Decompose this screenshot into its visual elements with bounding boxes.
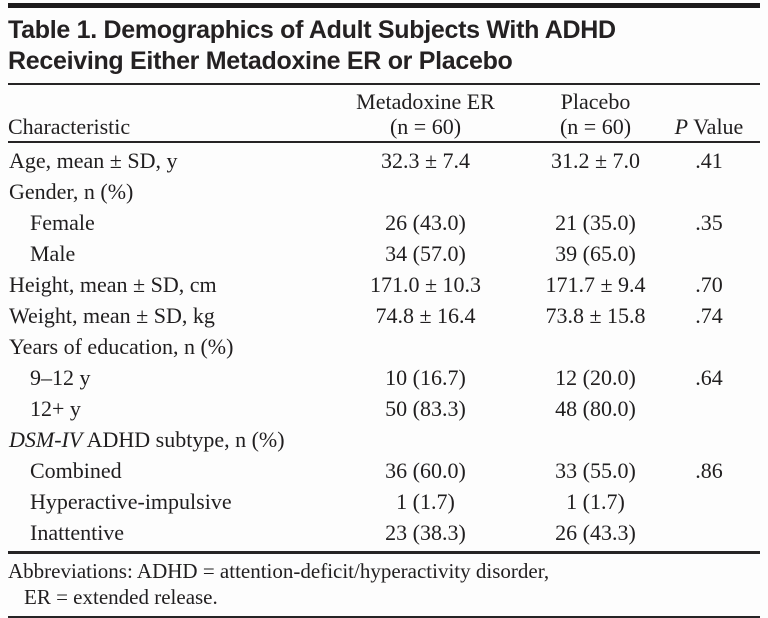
col-header-metadoxine-name: Metadoxine ER <box>356 89 495 114</box>
metadoxine-value <box>318 424 533 455</box>
metadoxine-value: 26 (43.0) <box>385 210 466 235</box>
row-label: Combined <box>30 458 122 483</box>
p-value: .41 <box>695 148 723 173</box>
metadoxine-value: 36 (60.0) <box>385 458 466 483</box>
footnote-line2: ER = extended release. <box>24 585 218 609</box>
p-value: .74 <box>695 303 723 328</box>
table-body: Age, mean ± SD, y 32.3 ± 7.4 31.2 ± 7.0 .41… <box>8 142 760 551</box>
col-header-characteristic-label: Characteristic <box>8 114 131 139</box>
placebo-value <box>533 424 658 455</box>
p-value: .70 <box>695 272 723 297</box>
table-row: Years of education, n (%) <box>8 331 760 362</box>
placebo-value: 21 (35.0) <box>555 210 636 235</box>
row-label: Height, mean ± SD, cm <box>9 272 217 297</box>
rule-above-footnote <box>8 551 760 554</box>
table-row: Hyperactive-impulsive 1 (1.7) 1 (1.7) <box>8 486 760 517</box>
placebo-value <box>533 331 658 362</box>
row-label: 12+ y <box>30 396 81 421</box>
placebo-value: 171.7 ± 9.4 <box>545 272 646 297</box>
row-label: Female <box>30 210 95 235</box>
top-rule <box>8 3 760 8</box>
row-label: Gender, n (%) <box>9 179 134 204</box>
p-value <box>658 331 760 362</box>
p-value: .64 <box>695 365 723 390</box>
placebo-value: 33 (55.0) <box>555 458 636 483</box>
metadoxine-value: 74.8 ± 16.4 <box>375 303 476 328</box>
row-label: Male <box>30 241 76 266</box>
metadoxine-value: 50 (83.3) <box>385 396 466 421</box>
col-header-p-value: P Value <box>658 85 760 143</box>
col-header-placebo: Placebo (n = 60) <box>533 85 658 143</box>
p-value <box>658 517 760 551</box>
row-label: DSM-IV ADHD subtype, n (%) <box>9 427 285 452</box>
metadoxine-value: 1 (1.7) <box>396 489 455 514</box>
placebo-value: 39 (65.0) <box>555 241 636 266</box>
table-header: Characteristic Metadoxine ER (n = 60) Pl… <box>8 85 760 143</box>
metadoxine-value <box>318 331 533 362</box>
header-row: Characteristic Metadoxine ER (n = 60) Pl… <box>8 85 760 143</box>
placebo-value: 26 (43.3) <box>555 520 636 545</box>
table-row: DSM-IV ADHD subtype, n (%) <box>8 424 760 455</box>
table-row: Male 34 (57.0) 39 (65.0) <box>8 238 760 269</box>
p-value: .35 <box>695 210 723 235</box>
table-row: Female 26 (43.0) 21 (35.0) .35 <box>8 207 760 238</box>
placebo-value: 1 (1.7) <box>566 489 625 514</box>
row-label: Years of education, n (%) <box>9 334 234 359</box>
row-label: Hyperactive-impulsive <box>30 489 232 514</box>
col-header-characteristic: Characteristic <box>8 85 318 143</box>
col-header-placebo-name: Placebo <box>560 89 631 114</box>
p-value-rest: Value <box>688 114 744 139</box>
table-row: Age, mean ± SD, y 32.3 ± 7.4 31.2 ± 7.0 .41 <box>8 142 760 176</box>
metadoxine-value: 34 (57.0) <box>385 241 466 266</box>
table-figure: Table 1. Demographics of Adult Subjects … <box>0 3 768 618</box>
footnote: Abbreviations: ADHD = attention-deficit/… <box>8 554 760 616</box>
p-italic: P <box>674 114 689 139</box>
placebo-value: 12 (20.0) <box>555 365 636 390</box>
row-label: 9–12 y <box>30 365 91 390</box>
row-label: Inattentive <box>30 520 125 545</box>
row-label: Weight, mean ± SD, kg <box>9 303 215 328</box>
table-title: Table 1. Demographics of Adult Subjects … <box>8 8 760 83</box>
p-value <box>658 424 760 455</box>
table-row: Height, mean ± SD, cm 171.0 ± 10.3 171.7 ±… <box>8 269 760 300</box>
table-row: Weight, mean ± SD, kg 74.8 ± 16.4 73.8 ± 1… <box>8 300 760 331</box>
placebo-value: 31.2 ± 7.0 <box>550 148 641 173</box>
table-title-line2: Receiving Either Metadoxine ER or Placeb… <box>8 47 513 75</box>
row-label-italic: DSM-IV <box>9 427 83 452</box>
col-header-metadoxine-n: (n = 60) <box>389 114 462 139</box>
metadoxine-value: 32.3 ± 7.4 <box>380 148 471 173</box>
table-row: Inattentive 23 (38.3) 26 (43.3) <box>8 517 760 551</box>
metadoxine-value: 10 (16.7) <box>385 365 466 390</box>
table-row: Gender, n (%) <box>8 176 760 207</box>
placebo-value <box>533 176 658 207</box>
row-label: Age, mean ± SD, y <box>9 148 178 173</box>
p-value <box>658 238 760 269</box>
col-header-placebo-n: (n = 60) <box>559 114 632 139</box>
table-title-line1: Table 1. Demographics of Adult Subjects … <box>8 16 616 44</box>
table-row: 9–12 y 10 (16.7) 12 (20.0) .64 <box>8 362 760 393</box>
col-header-metadoxine: Metadoxine ER (n = 60) <box>318 85 533 143</box>
p-value <box>658 176 760 207</box>
footnote-line1: Abbreviations: ADHD = attention-deficit/… <box>8 559 550 583</box>
table-row: 12+ y 50 (83.3) 48 (80.0) <box>8 393 760 424</box>
p-value <box>658 393 760 424</box>
placebo-value: 48 (80.0) <box>555 396 636 421</box>
p-value <box>658 486 760 517</box>
table-row: Combined 36 (60.0) 33 (55.0) .86 <box>8 455 760 486</box>
metadoxine-value: 23 (38.3) <box>385 520 466 545</box>
metadoxine-value <box>318 176 533 207</box>
rule-under-title <box>8 83 760 85</box>
demographics-table: Characteristic Metadoxine ER (n = 60) Pl… <box>8 85 760 551</box>
placebo-value: 73.8 ± 15.8 <box>545 303 646 328</box>
metadoxine-value: 171.0 ± 10.3 <box>369 272 482 297</box>
p-value: .86 <box>695 458 723 483</box>
